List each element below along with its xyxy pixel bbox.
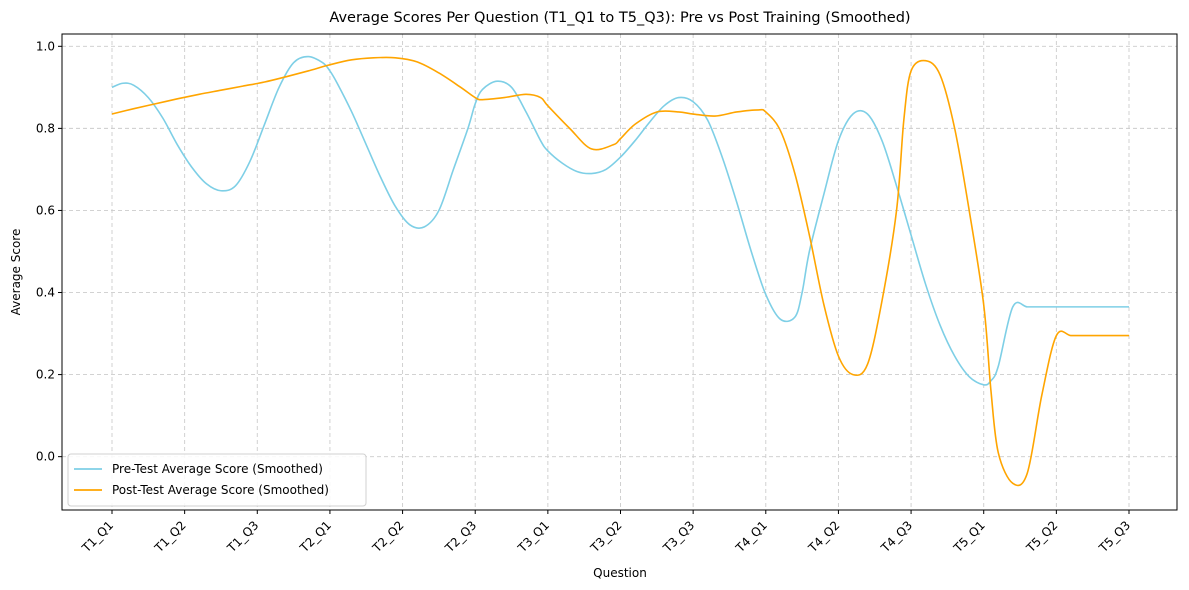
series-layer xyxy=(111,55,1129,487)
legend-label: Pre-Test Average Score (Smoothed) xyxy=(112,462,323,476)
y-tick-label: 0.4 xyxy=(36,286,55,300)
series-line-pre-test xyxy=(111,55,1129,386)
chart-title: Average Scores Per Question (T1_Q1 to T5… xyxy=(329,10,910,26)
y-tick-label: 0.0 xyxy=(36,450,55,464)
series-line-post-test xyxy=(111,56,1129,487)
legend-label: Post-Test Average Score (Smoothed) xyxy=(112,483,329,497)
x-axis-title: Question xyxy=(593,566,647,580)
legend: Pre-Test Average Score (Smoothed) Post-Te… xyxy=(67,453,367,507)
y-axis-ticks: 0.0 0.2 0.4 0.6 0.8 1.0 xyxy=(36,39,62,464)
y-axis-title: Average Score xyxy=(9,229,23,316)
y-tick-label: 0.2 xyxy=(36,368,55,382)
y-tick-label: 1.0 xyxy=(36,39,55,53)
y-tick-label: 0.8 xyxy=(36,121,55,135)
legend-box xyxy=(67,453,367,507)
y-tick-label: 0.6 xyxy=(36,203,55,217)
plot-frame xyxy=(61,33,1178,511)
